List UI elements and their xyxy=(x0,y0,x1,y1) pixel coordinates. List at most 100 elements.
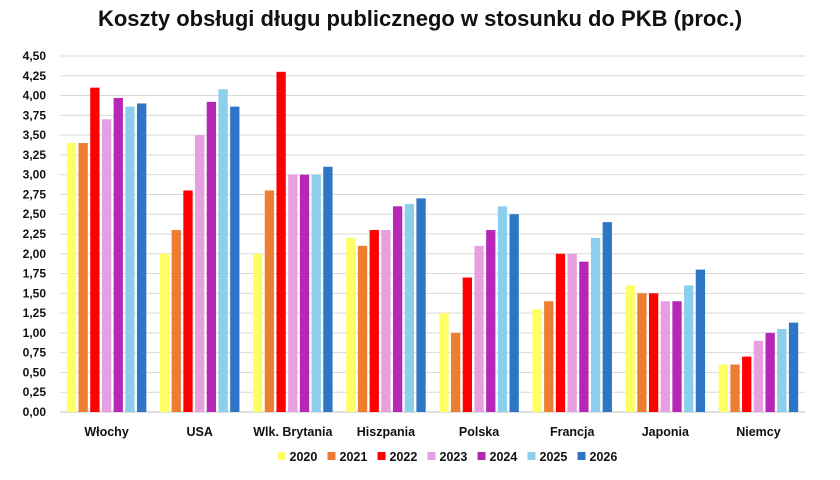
bar-2025-8 xyxy=(777,328,787,412)
bar-2026-6 xyxy=(602,222,612,412)
bar-2020-1 xyxy=(66,143,77,412)
x-axis-ticks: Włochy USA Wlk. Brytania Hiszpania Polska Fra… xyxy=(84,425,780,439)
y-tick-label: 0,50 xyxy=(23,365,47,379)
bar-2025-4 xyxy=(404,203,414,412)
bar-2022-8 xyxy=(742,356,752,412)
x-tick-label: USA xyxy=(186,425,212,439)
bar-2025-6 xyxy=(590,237,601,412)
y-tick-label: 4,00 xyxy=(23,89,47,103)
bar-2023-2 xyxy=(195,135,205,412)
bar-2025-5 xyxy=(497,206,508,412)
bar-2021-4 xyxy=(357,245,368,412)
bar-2024-8 xyxy=(765,332,775,412)
x-tick-label: Japonia xyxy=(642,425,690,439)
bar-2023-7 xyxy=(660,301,670,412)
bar-2024-5 xyxy=(486,230,496,412)
bar-2020-7 xyxy=(625,285,635,412)
bar-2024-7 xyxy=(672,301,682,412)
legend-label-2026: 2026 xyxy=(590,450,618,464)
y-tick-label: 2,50 xyxy=(23,207,47,221)
bar-2023-8 xyxy=(753,340,764,412)
y-tick-label: 2,25 xyxy=(23,227,47,241)
bar-2020-6 xyxy=(532,309,542,412)
legend-swatch-2025 xyxy=(527,452,536,460)
bar-2021-6 xyxy=(544,301,554,412)
legend-swatch-2021 xyxy=(327,452,336,460)
y-tick-label: 4,50 xyxy=(23,49,47,63)
y-tick-label: 0,75 xyxy=(23,346,47,360)
legend-swatch-2022 xyxy=(377,452,386,460)
y-tick-label: 1,00 xyxy=(23,326,47,340)
bar-2023-5 xyxy=(474,245,484,412)
y-tick-label: 1,50 xyxy=(23,286,47,300)
x-tick-label: Hiszpania xyxy=(357,425,416,439)
bar-2022-1 xyxy=(90,87,100,413)
bar-2025-3 xyxy=(311,174,321,412)
bar-2022-7 xyxy=(648,293,659,412)
x-tick-label: Polska xyxy=(459,425,500,439)
y-tick-label: 3,50 xyxy=(23,128,47,142)
bar-2022-2 xyxy=(183,190,193,412)
legend-swatch-2023 xyxy=(427,452,436,460)
bar-2025-7 xyxy=(684,285,694,412)
x-tick-label: Francja xyxy=(550,425,596,439)
x-tick-label: Niemcy xyxy=(736,425,781,439)
bar-2020-8 xyxy=(718,364,728,412)
x-tick-label: Włochy xyxy=(84,425,128,439)
y-tick-label: 4,25 xyxy=(23,69,47,83)
bar-2024-1 xyxy=(113,97,123,412)
bar-2026-3 xyxy=(323,166,333,412)
bar-2025-1 xyxy=(125,106,135,413)
bar-2020-2 xyxy=(159,253,170,412)
bar-2020-5 xyxy=(439,313,449,412)
bar-2020-4 xyxy=(346,237,356,412)
bar-2026-7 xyxy=(695,269,706,412)
y-tick-label: 3,75 xyxy=(23,108,47,122)
y-tick-label: 2,00 xyxy=(23,247,47,261)
bar-2022-4 xyxy=(369,230,379,412)
y-tick-label: 3,00 xyxy=(23,168,47,182)
x-tick-label: Wlk. Brytania xyxy=(253,425,333,439)
legend-swatch-2020 xyxy=(277,452,286,460)
y-tick-label: 2,75 xyxy=(23,187,47,201)
legend-swatch-2026 xyxy=(577,452,586,460)
legend-label-2025: 2025 xyxy=(540,450,568,464)
bar-2026-5 xyxy=(509,214,519,412)
bar-2023-1 xyxy=(101,119,112,413)
bar-2022-3 xyxy=(276,71,286,413)
legend-label-2023: 2023 xyxy=(440,450,468,464)
bar-2022-6 xyxy=(555,253,566,412)
bar-2026-1 xyxy=(137,103,147,412)
bar-2026-4 xyxy=(416,198,426,412)
legend-label-2020: 2020 xyxy=(290,450,318,464)
bar-2026-8 xyxy=(788,322,799,412)
bar-2023-3 xyxy=(288,174,298,412)
bar-2023-6 xyxy=(567,253,577,412)
bar-2021-7 xyxy=(637,293,647,412)
bar-2024-6 xyxy=(579,261,589,412)
bar-2021-3 xyxy=(264,190,275,412)
legend: 2020 2021 2022 2023 2024 2025 2026 xyxy=(277,450,618,464)
y-axis-ticks: 0,00 0,25 0,50 0,75 1,00 1,25 1,50 1,75 2,00 2,25… xyxy=(23,49,47,419)
bar-2024-4 xyxy=(392,206,403,412)
bar-2021-2 xyxy=(171,230,181,412)
bars xyxy=(66,71,799,413)
bar-2021-1 xyxy=(78,143,88,412)
bar-2026-2 xyxy=(230,106,240,413)
y-tick-label: 1,75 xyxy=(23,267,47,281)
y-tick-label: 0,25 xyxy=(23,385,47,399)
bar-2025-2 xyxy=(218,89,228,412)
bar-2024-3 xyxy=(299,174,310,412)
y-tick-label: 3,25 xyxy=(23,148,47,162)
legend-label-2024: 2024 xyxy=(490,450,518,464)
bar-2024-2 xyxy=(206,101,217,412)
legend-label-2022: 2022 xyxy=(390,450,418,464)
bar-2023-4 xyxy=(381,230,391,412)
bar-2020-3 xyxy=(253,253,263,412)
bar-2021-5 xyxy=(451,332,461,412)
legend-label-2021: 2021 xyxy=(340,450,368,464)
y-tick-label: 0,00 xyxy=(23,405,47,419)
chart-title: Koszty obsługi długu publicznego w stosu… xyxy=(98,6,742,31)
bar-2021-8 xyxy=(730,364,740,412)
